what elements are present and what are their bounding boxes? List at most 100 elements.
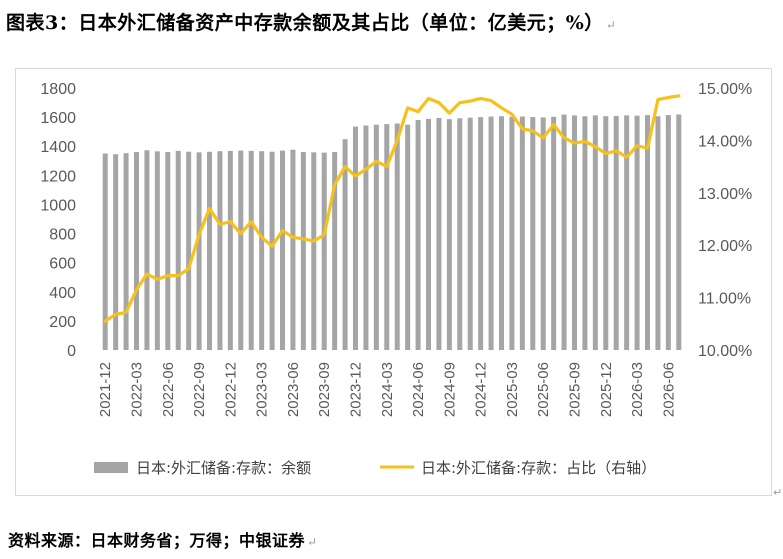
x-tick-label: 2025-03 [504, 362, 521, 417]
bar [582, 116, 588, 350]
bar [446, 119, 452, 351]
bar [426, 118, 432, 350]
bar [384, 124, 390, 350]
y-right-tick-label: 13.00% [698, 186, 752, 203]
bar [530, 117, 536, 350]
bar [248, 150, 254, 350]
bar [467, 117, 473, 350]
bar [300, 152, 306, 350]
y-left-tick-label: 1400 [40, 139, 76, 156]
y-right-tick-label: 15.00% [698, 81, 752, 98]
y-right-tick-label: 14.00% [698, 133, 752, 150]
bar [321, 152, 327, 350]
x-tick-label: 2023-09 [316, 362, 333, 417]
line-series-group [103, 94, 681, 323]
right-axis-ticks: 10.00% 11.00% 12.00% 13.00% 14.00% 15.00% [698, 81, 752, 360]
bar [488, 116, 494, 350]
legend: 日本:外汇储备:存款：余额 日本:外汇储备:存款：占比（右轴） [94, 459, 656, 477]
bar [551, 116, 557, 350]
x-tick-label: 2022-03 [129, 362, 146, 417]
paragraph-mark-icon: ↵ [605, 18, 617, 32]
chart-svg: 0 200 400 600 800 1000 1200 1400 1600 1800 10.00%… [40, 81, 752, 477]
x-tick-label: 2025-09 [567, 362, 584, 417]
share-line [103, 94, 681, 323]
figure-title: 图表3：日本外汇储备资产中存款余额及其占比（单位：亿美元；%） ↵ [6, 8, 776, 36]
bar [363, 125, 369, 350]
bar [134, 152, 140, 350]
y-left-tick-label: 200 [49, 314, 76, 331]
x-axis-ticks: 2021-12 2022-03 2022-06 2022-09 2022-12 2023-… [97, 362, 677, 417]
bar [676, 114, 682, 350]
legend-swatch-balance [94, 462, 128, 473]
bar [499, 116, 505, 350]
x-tick-label: 2024-03 [379, 362, 396, 417]
bar [113, 154, 119, 350]
x-tick-label: 2024-06 [410, 362, 427, 417]
bar [624, 115, 630, 350]
bar [665, 115, 671, 350]
paragraph-mark-icon: ↵ [307, 535, 318, 549]
bar [394, 123, 400, 350]
legend-label-balance: 日本:外汇储备:存款：余额 [136, 459, 311, 477]
y-left-tick-label: 1800 [40, 81, 76, 98]
bar [165, 152, 171, 350]
bar [572, 115, 578, 350]
y-left-tick-label: 800 [49, 227, 76, 244]
x-tick-label: 2023-12 [348, 362, 365, 417]
legend-label-share: 日本:外汇储备:存款：占比（右轴） [421, 459, 656, 477]
y-right-tick-label: 12.00% [698, 238, 752, 255]
bar [405, 124, 411, 351]
bar [613, 115, 619, 350]
bar [269, 151, 275, 350]
bar [457, 118, 463, 350]
bar [561, 114, 567, 350]
bar [144, 150, 150, 350]
y-left-tick-label: 1200 [40, 168, 76, 185]
bar [102, 153, 108, 350]
paragraph-mark-icon: ↵ [773, 486, 783, 499]
bar [645, 115, 651, 350]
y-left-tick-label: 400 [49, 285, 76, 302]
bar [655, 116, 661, 350]
bar [238, 150, 244, 350]
bar [519, 116, 525, 350]
bar [436, 117, 442, 350]
bar [332, 152, 338, 350]
y-left-tick-label: 600 [49, 256, 76, 273]
bar [342, 139, 348, 350]
bar [373, 124, 379, 351]
bar [603, 116, 609, 350]
bar [154, 151, 160, 350]
figure-title-text: 图表3：日本外汇储备资产中存款余额及其占比（单位：亿美元；%） [6, 12, 604, 34]
bar [259, 151, 265, 350]
chart-frame: 0 200 400 600 800 1000 1200 1400 1600 1800 10.00%… [15, 68, 772, 496]
left-axis-ticks: 0 200 400 600 800 1000 1200 1400 1600 1800 [40, 81, 76, 360]
x-tick-label: 2023-03 [254, 362, 271, 417]
x-tick-label: 2024-12 [473, 362, 490, 417]
x-tick-label: 2022-06 [160, 362, 177, 417]
bar [311, 152, 317, 350]
bar [509, 116, 515, 350]
x-tick-label: 2025-12 [598, 362, 615, 417]
y-left-tick-label: 0 [67, 343, 76, 360]
x-tick-label: 2022-12 [222, 362, 239, 417]
bar [415, 120, 421, 350]
bar [217, 151, 223, 350]
y-left-tick-label: 1000 [40, 197, 76, 214]
bar [478, 117, 484, 350]
bar [353, 126, 359, 350]
bar-series [102, 114, 682, 351]
bar [227, 150, 233, 350]
bar [540, 117, 546, 351]
y-left-tick-label: 1600 [40, 110, 76, 127]
bar [196, 152, 202, 350]
x-tick-label: 2024-09 [441, 362, 458, 417]
x-tick-label: 2023-06 [285, 362, 302, 417]
bar [592, 115, 598, 350]
source-note-text: 资料来源：日本财务省；万得；中银证券 [8, 531, 306, 550]
bar [290, 149, 296, 350]
source-note: 资料来源：日本财务省；万得；中银证券 ↵ [8, 527, 768, 551]
x-tick-label: 2022-09 [191, 362, 208, 417]
bar [280, 150, 286, 350]
x-tick-label: 2026-06 [660, 362, 677, 417]
